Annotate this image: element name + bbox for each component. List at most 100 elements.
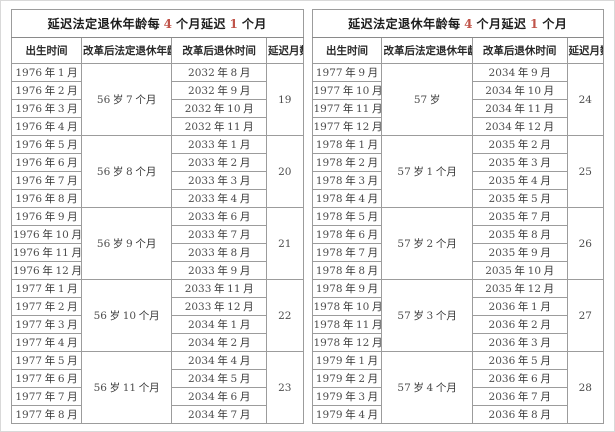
numeral: 57 [397,238,411,250]
birth-date-cell: 1978 年 11 月 [311,315,383,334]
numeral: 5 [230,373,238,385]
numeral: 9 [358,67,365,79]
numeral: 5 [57,139,65,151]
numeral: 8 [358,265,365,277]
birth-date-cell: 1978 年 10 月 [311,297,383,316]
birth-date-cell: 1976 年 8 月 [11,189,82,208]
retirement-date-cell: 2033 年 6 月 [171,207,268,226]
numeral: 1978 [313,301,341,313]
birth-date-cell: 1978 年 6 月 [311,225,383,244]
retirement-age-cell: 57 岁 4 个月 [381,351,473,424]
numeral: 1977 [313,85,341,97]
birth-date-cell: 1976 年 12 月 [11,261,82,280]
numeral: 7 [531,211,538,223]
retirement-date-cell: 2032 年 8 月 [171,63,268,82]
numeral: 1978 [315,265,343,277]
delay-months-cell: 28 [566,351,605,424]
numeral: 4 [230,193,238,205]
numeral: 6 [57,373,65,385]
retirement-date-cell: 2034 年 6 月 [171,387,268,406]
numeral: 4 [531,175,538,187]
numeral: 1976 [15,157,43,169]
retirement-date-cell: 2033 年 3 月 [171,171,268,190]
retirement-table-panel-left: 延迟法定退休年龄每 4 个月延迟 1 个月 出生时间 改革后法定退休年龄 改革后退休… [11,9,304,424]
numeral: 11 [355,319,370,331]
retirement-date-cell: 2035 年 5 月 [471,189,568,208]
numeral: 8 [230,67,238,79]
birth-date-cell: 1977 年 2 月 [11,297,82,316]
table-row: 1978 年 3 月 2035 年 4 月 [311,171,604,190]
birth-date-cell: 1978 年 9 月 [311,279,383,298]
numeral: 1977 [15,337,43,349]
numeral: 2034 [188,373,215,385]
numeral: 1 [229,17,239,31]
numeral: 2036 [488,373,516,385]
numeral: 4 [358,409,365,421]
numeral: 8 [57,409,65,421]
table-title-row: 延迟法定退休年龄每 4 个月延迟 1 个月 [11,9,304,38]
column-header: 改革后法定退休年龄 [80,37,173,64]
table-row: 1977 年 11 月 2034 年 11 月 [311,99,604,118]
numeral: 9 [531,247,538,259]
numeral: 56 [96,94,111,106]
table-row: 1977 年 3 月 2034 年 1 月 [11,315,304,334]
numeral: 2034 [188,319,215,331]
birth-date-cell: 1979 年 4 月 [311,405,383,424]
numeral: 57 [413,94,428,106]
numeral: 2034 [488,67,516,79]
numeral: 1 [426,166,434,178]
numeral: 2036 [488,301,516,313]
numeral: 1976 [13,265,40,277]
numeral: 8 [57,193,65,205]
numeral: 4 [464,17,473,31]
retirement-date-cell: 2035 年 8 月 [471,225,568,244]
numeral: 12 [55,265,69,277]
tables-frame: 延迟法定退休年龄每 4 个月延迟 1 个月 出生时间 改革后法定退休年龄 改革后退休… [11,9,605,424]
delay-months-cell: 20 [266,135,304,208]
numeral: 10 [122,310,137,322]
retirement-date-cell: 2032 年 11 月 [171,117,268,136]
table-title: 延迟法定退休年龄每 4 个月延迟 1 个月 [11,9,304,38]
column-header: 改革后退休时间 [171,37,268,64]
numeral: 12 [355,337,370,349]
numeral: 7 [57,391,65,403]
retirement-date-cell: 2036 年 3 月 [471,333,568,352]
numeral: 4 [230,355,238,367]
numeral: 21 [278,237,292,250]
numeral: 2 [426,238,434,250]
numeral: 1978 [313,319,341,331]
numeral: 6 [230,211,238,223]
table-row: 1977 年 8 月 2034 年 7 月 [11,405,304,424]
table-row: 1978 年 4 月 2035 年 5 月 [311,189,604,208]
numeral: 3 [358,391,365,403]
birth-date-cell: 1977 年 5 月 [11,351,82,370]
numeral: 3 [426,310,434,322]
table-body: 1976 年 1 月 56 岁 7 个月 2032 年 8 月 19 1976 年 2 … [11,63,304,424]
retirement-date-cell: 2035 年 7 月 [471,207,568,226]
retirement-date-cell: 2033 年 1 月 [171,135,268,154]
table-row: 1978 年 10 月 2036 年 1 月 [311,297,604,316]
numeral: 1978 [315,229,343,241]
birth-date-cell: 1978 年 8 月 [311,261,383,280]
retirement-date-cell: 2034 年 12 月 [471,117,568,136]
column-header: 出生时间 [311,37,383,64]
retirement-date-cell: 2032 年 10 月 [171,99,268,118]
retirement-date-cell: 2036 年 2 月 [471,315,568,334]
numeral: 2033 [188,139,215,151]
retirement-date-cell: 2036 年 7 月 [471,387,568,406]
numeral: 25 [578,165,592,178]
numeral: 7 [531,391,538,403]
numeral: 2034 [485,121,512,133]
numeral: 3 [531,157,538,169]
numeral: 11 [355,103,370,115]
numeral: 2036 [488,391,516,403]
table-row: 1976 年 7 月 2033 年 3 月 [11,171,304,190]
numeral: 10 [355,85,370,97]
numeral: 1979 [315,391,343,403]
numeral: 19 [278,93,292,106]
numeral: 1978 [315,283,343,295]
numeral: 2034 [188,337,215,349]
numeral: 1978 [315,139,343,151]
numeral: 2035 [488,211,516,223]
numeral: 11 [122,382,137,394]
